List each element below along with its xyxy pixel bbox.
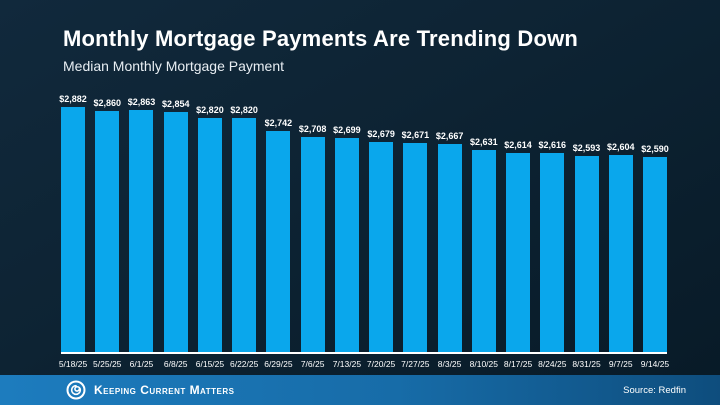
bar-8/3/25: $2,667 8/3/25 [436, 131, 464, 369]
bar-7/20/25: $2,679 7/20/25 [367, 129, 395, 369]
bar-value-label: $2,593 [572, 143, 601, 153]
bar-date-label: 9/14/25 [640, 359, 670, 369]
bar-7/6/25: $2,708 7/6/25 [299, 124, 327, 369]
bar-6/8/25: $2,854 6/8/25 [162, 99, 190, 369]
bar-date-label: 8/24/25 [538, 359, 567, 369]
bar-value-label: $2,742 [264, 118, 293, 128]
bar-value-label: $2,679 [367, 129, 395, 139]
bar-value-label: $2,590 [641, 144, 669, 154]
bar-date-label: 7/27/25 [401, 359, 430, 369]
bar-date-label: 5/18/25 [58, 359, 88, 369]
bar-chart-plot-area: $2,882 5/18/25 $2,860 5/25/25 $2,863 6/1/25 $2… [59, 94, 669, 369]
bar-date-label: 7/13/25 [332, 359, 362, 369]
bar-value-label: $2,614 [504, 140, 532, 150]
bar-value-label: $2,863 [127, 97, 156, 107]
bar-9/14/25: $2,590 9/14/25 [641, 144, 669, 369]
bar-date-label: 6/8/25 [163, 359, 188, 369]
bar-date-label: 6/29/25 [264, 359, 293, 369]
bar-5/18/25: $2,882 5/18/25 [59, 94, 87, 369]
bar-value-label: $2,820 [230, 105, 258, 115]
bar-value-label: $2,882 [59, 94, 87, 104]
bar-8/31/25: $2,593 8/31/25 [572, 143, 600, 369]
bar-value-label: $2,667 [435, 131, 464, 141]
bar-value-label: $2,604 [606, 142, 635, 152]
bar-value-label: $2,699 [333, 125, 361, 135]
bar-5/25/25: $2,860 5/25/25 [93, 98, 121, 369]
bar-date-label: 7/20/25 [366, 359, 396, 369]
bar-6/29/25: $2,742 6/29/25 [264, 118, 292, 369]
bar-value-label: $2,631 [470, 137, 498, 147]
bar-value-label: $2,820 [196, 105, 224, 115]
bar-value-label: $2,860 [93, 98, 121, 108]
bar-date-label: 6/15/25 [195, 359, 225, 369]
bar-6/22/25: $2,820 6/22/25 [230, 105, 258, 369]
source-credit: Source: Redfin [623, 384, 686, 396]
kcm-spiral-logo-icon [66, 380, 86, 400]
page-title: Monthly Mortgage Payments Are Trending D… [63, 26, 579, 51]
bar-8/24/25: $2,616 8/24/25 [538, 140, 566, 369]
footer-bar: Keeping Current Matters Source: Redfin [0, 375, 720, 405]
bar-date-label: 6/22/25 [229, 359, 259, 369]
bar-date-label: 8/17/25 [503, 359, 533, 369]
bar-8/10/25: $2,631 8/10/25 [470, 137, 498, 369]
bar-7/27/25: $2,671 7/27/25 [401, 130, 429, 369]
bar-9/7/25: $2,604 9/7/25 [607, 142, 635, 369]
brand-name: Keeping Current Matters [94, 383, 235, 397]
bar-date-label: 6/1/25 [129, 359, 154, 369]
bar-value-label: $2,616 [538, 140, 567, 150]
bar-7/13/25: $2,699 7/13/25 [333, 125, 361, 369]
bar-date-label: 8/31/25 [572, 359, 601, 369]
chart-subtitle: Median Monthly Mortgage Payment [63, 58, 284, 74]
bar-date-label: 9/7/25 [608, 359, 633, 369]
bar-date-label: 5/25/25 [93, 359, 122, 369]
bar-value-label: $2,708 [298, 124, 327, 134]
bar-date-label: 8/10/25 [469, 359, 498, 369]
bar-date-label: 8/3/25 [437, 359, 462, 369]
bar-8/17/25: $2,614 8/17/25 [504, 140, 532, 369]
bar-value-label: $2,671 [401, 130, 430, 140]
bar-date-label: 7/6/25 [300, 359, 325, 369]
bar-6/15/25: $2,820 6/15/25 [196, 105, 224, 369]
bar-6/1/25: $2,863 6/1/25 [128, 97, 156, 369]
bar-value-label: $2,854 [161, 99, 190, 109]
